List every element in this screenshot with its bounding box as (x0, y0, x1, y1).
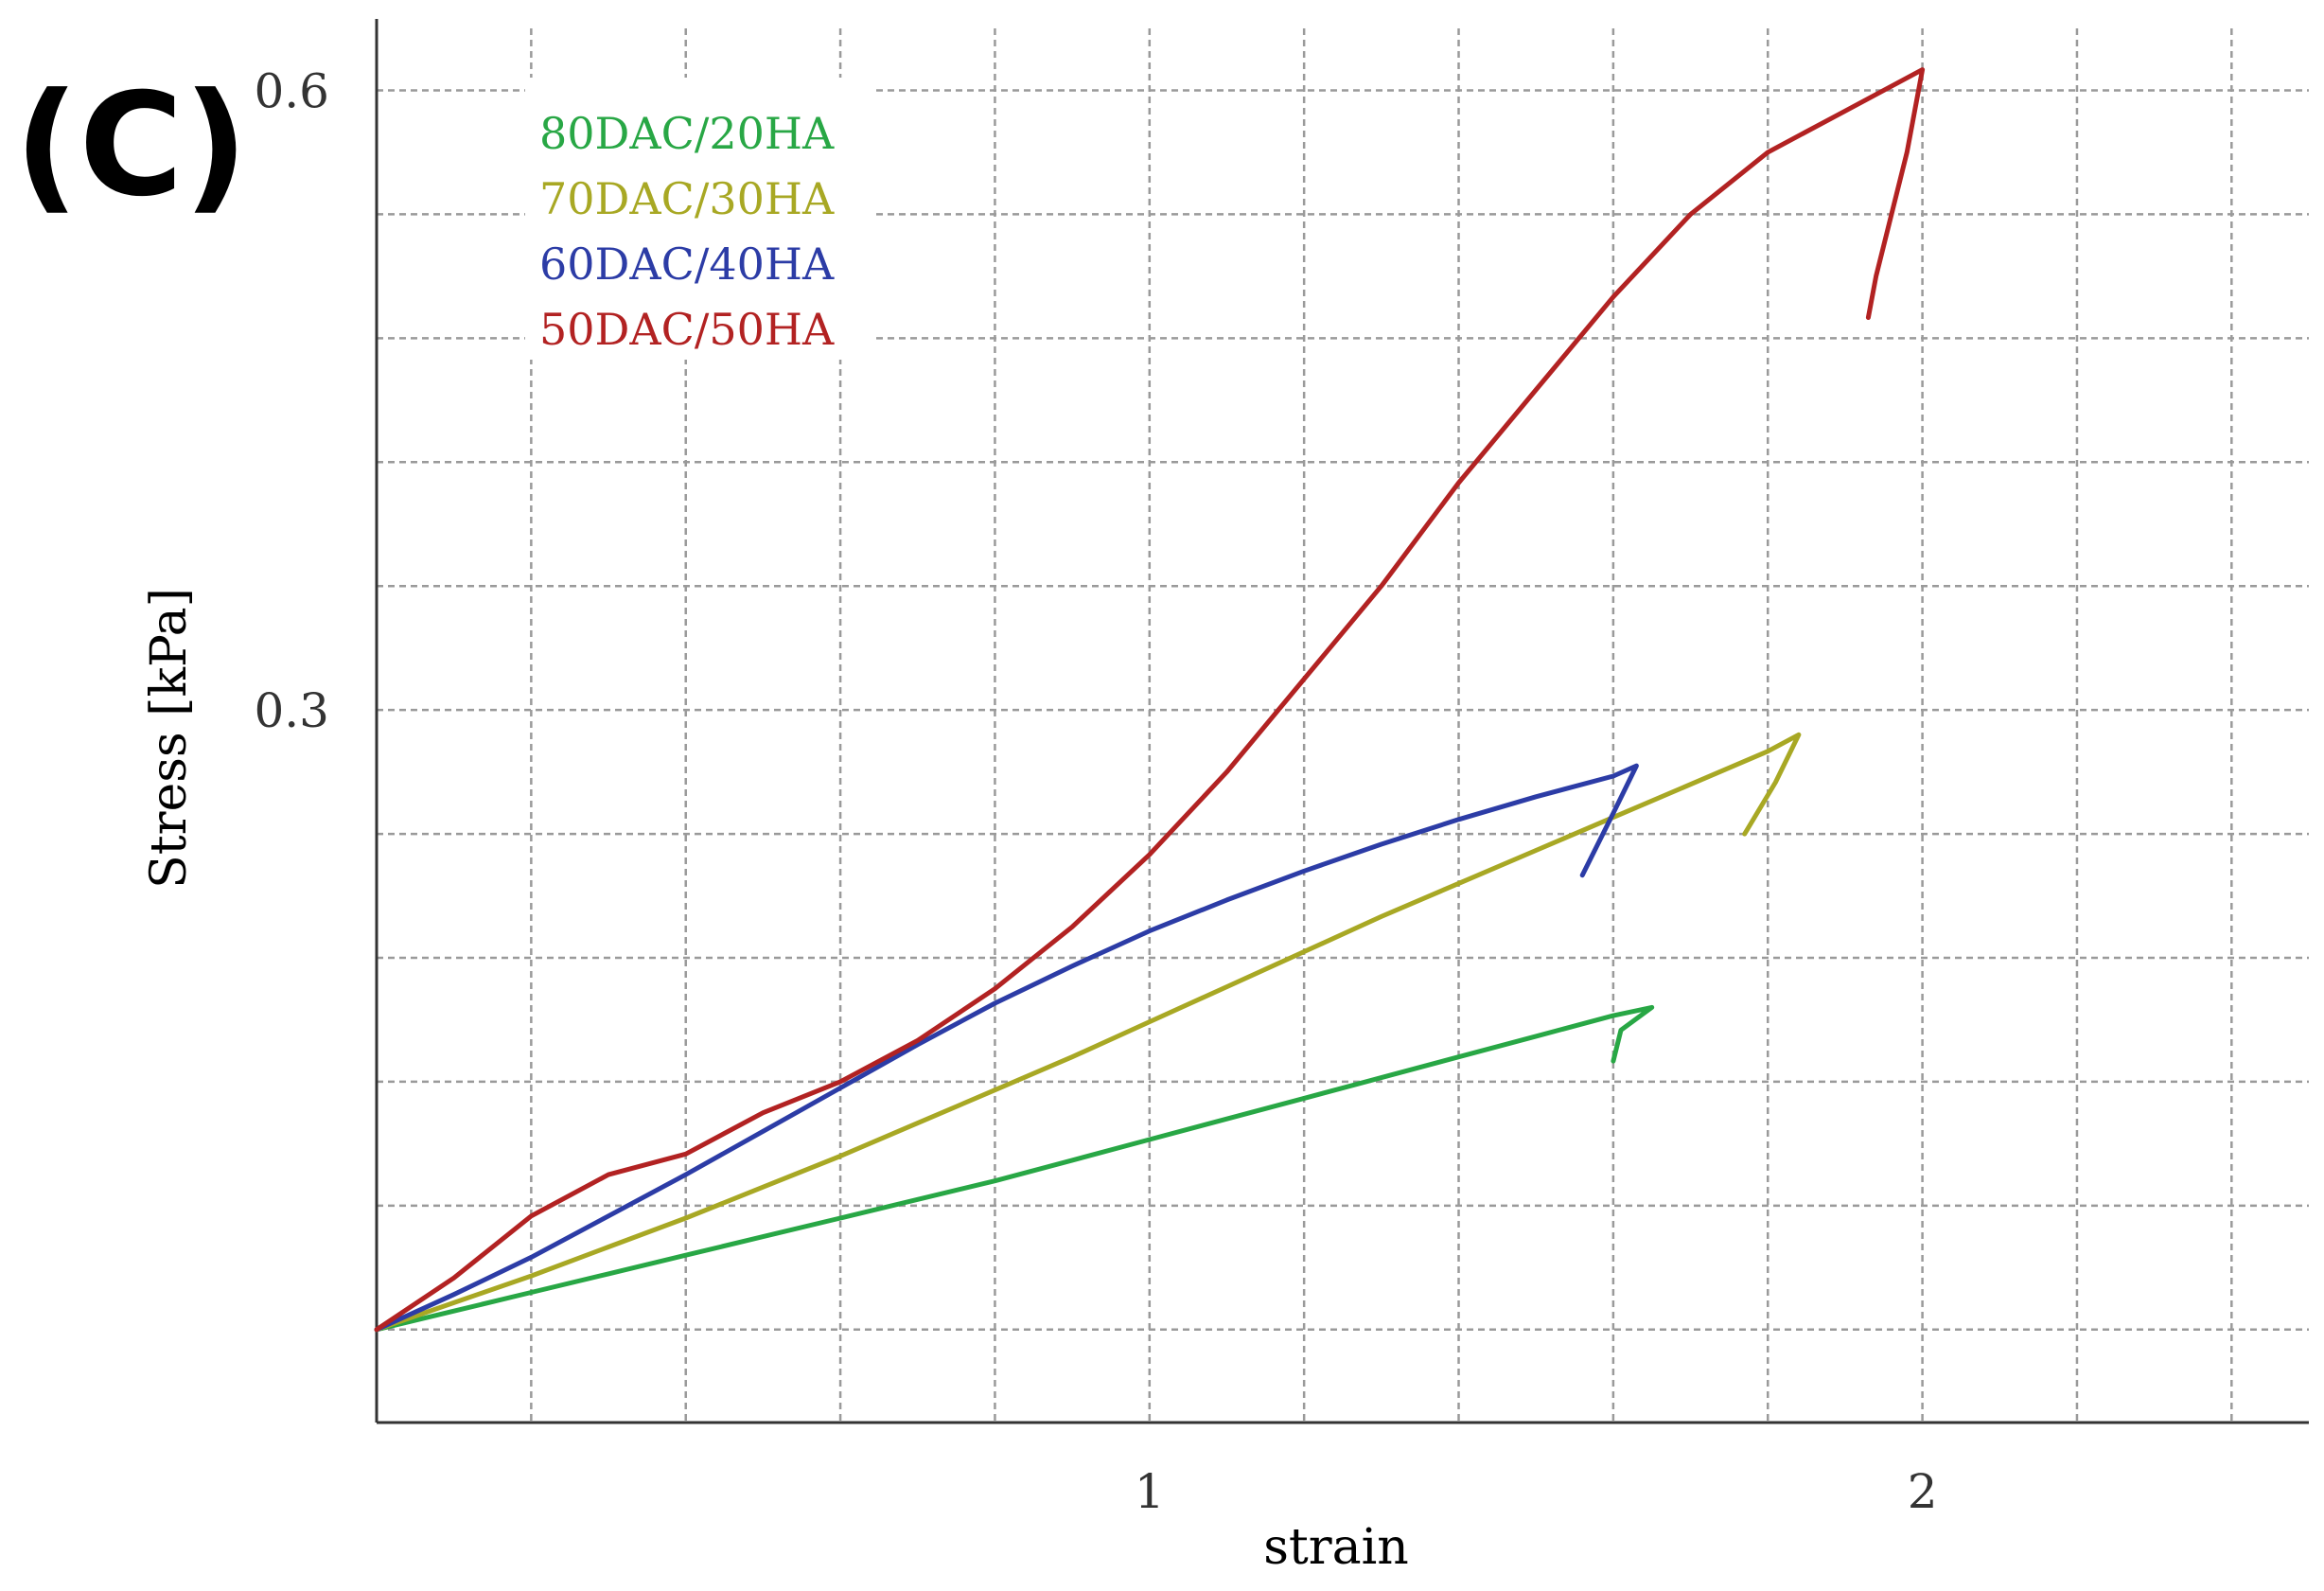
legend-entry: 80DAC/20HA (539, 108, 835, 159)
y-tick-label: 0.6 (254, 63, 329, 118)
axes (375, 19, 2309, 1424)
series-line-80dac-20ha (374, 1004, 1655, 1333)
y-tick-label: 0.3 (254, 683, 329, 738)
tick-labels: 1 2 0.3 0.6 (254, 63, 1937, 1519)
legend-entry: 70DAC/30HA (539, 173, 835, 224)
x-tick-label: 2 (1908, 1464, 1938, 1519)
x-axis-label: strain (1263, 1519, 1409, 1576)
series-line-50dac-50ha (374, 67, 1926, 1333)
y-axis-label: Stress [kPa] (141, 588, 198, 889)
legend-box (525, 78, 875, 360)
series-line-70dac-30ha (374, 732, 1802, 1333)
series-line-60dac-40ha (374, 763, 1639, 1333)
panel-label: (C) (14, 63, 248, 228)
legend-entry: 60DAC/40HA (539, 239, 835, 290)
x-tick-label: 1 (1135, 1464, 1165, 1519)
legend: 80DAC/20HA 70DAC/30HA 60DAC/40HA 50DAC/50HA (525, 78, 875, 360)
series-layer (374, 67, 1926, 1333)
legend-entry: 50DAC/50HA (539, 304, 835, 355)
